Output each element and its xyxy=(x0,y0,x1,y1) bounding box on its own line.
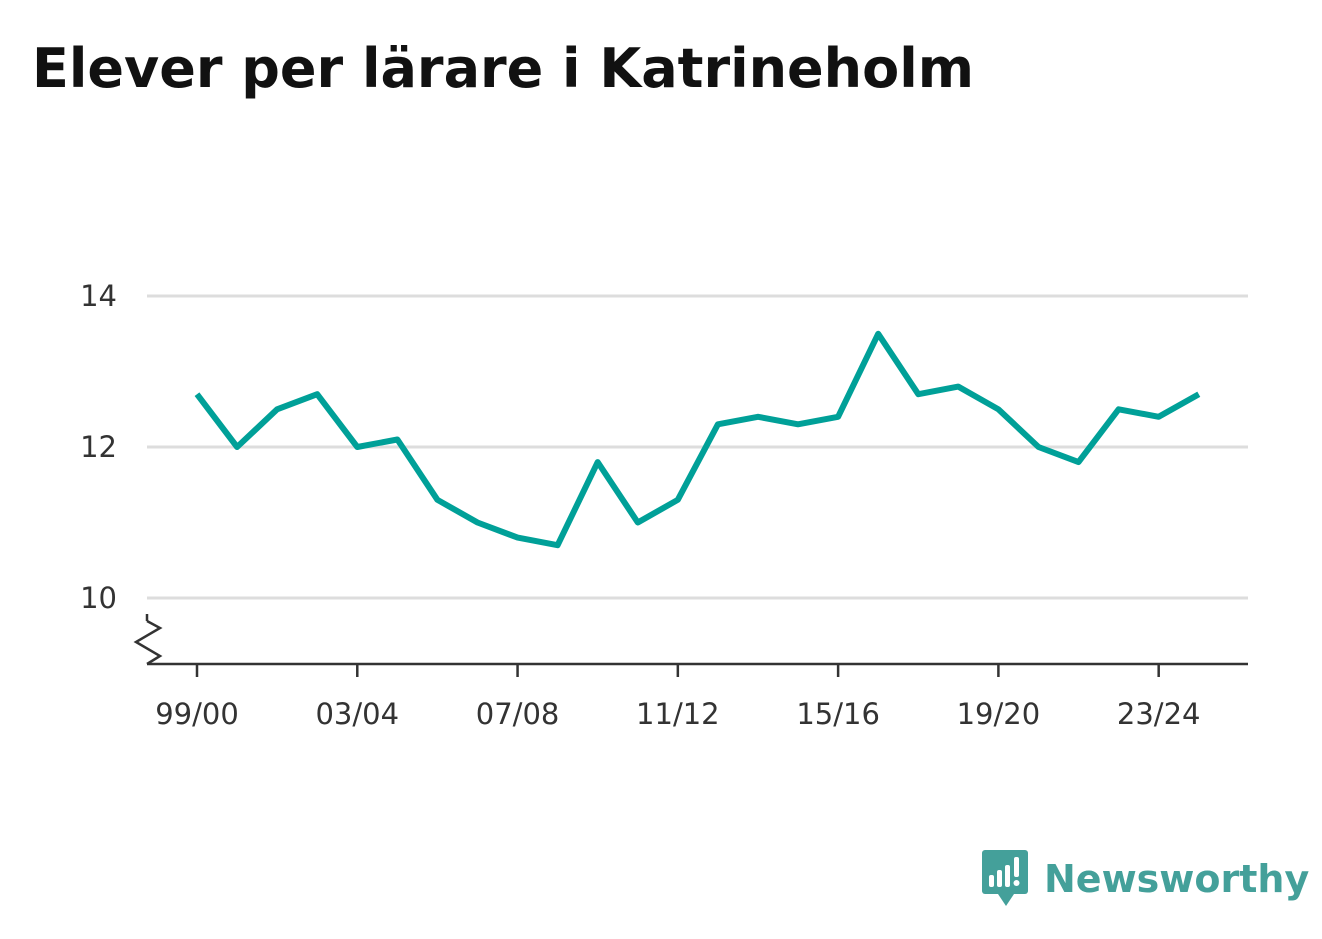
data-point xyxy=(194,391,200,397)
data-point xyxy=(1076,459,1082,465)
y-tick-label: 14 xyxy=(80,279,117,313)
data-point xyxy=(995,406,1001,412)
x-tick-label: 99/00 xyxy=(155,697,239,731)
data-point xyxy=(234,444,240,450)
series-line-0 xyxy=(194,330,1201,549)
newsworthy-logo-icon xyxy=(982,850,1028,906)
gridlines xyxy=(147,294,1248,600)
x-tick-label: 23/24 xyxy=(1117,697,1201,731)
data-point xyxy=(755,414,761,420)
x-tick-label: 19/20 xyxy=(957,697,1041,731)
data-point xyxy=(715,421,721,427)
series-layer xyxy=(194,330,1202,549)
data-point xyxy=(274,406,280,412)
data-point xyxy=(314,391,320,397)
x-tick-label: 11/12 xyxy=(636,697,720,731)
x-axis-ticks: 99/00 03/04 07/08 11/12 15/16 19/20 23/24 xyxy=(155,664,1200,731)
data-point xyxy=(635,520,641,526)
data-point xyxy=(1116,406,1122,412)
data-point xyxy=(595,459,601,465)
data-point xyxy=(515,535,521,541)
brand-name: Newsworthy xyxy=(1044,857,1310,901)
x-tick-label: 03/04 xyxy=(315,697,399,731)
data-point xyxy=(915,391,921,397)
data-point xyxy=(675,497,681,503)
x-tick-label: 07/08 xyxy=(476,697,560,731)
data-point xyxy=(1036,444,1042,450)
data-point xyxy=(795,421,801,427)
brand-logo: Newsworthy xyxy=(980,848,1309,910)
x-tick-label: 15/16 xyxy=(796,697,880,731)
data-point xyxy=(1156,414,1162,420)
axis-break-icon xyxy=(133,619,163,666)
data-point xyxy=(555,542,561,548)
data-point xyxy=(394,437,400,443)
data-point xyxy=(835,414,841,420)
data-point xyxy=(1196,391,1202,397)
y-axis-ticks: 10 12 14 xyxy=(80,279,117,615)
x-axis xyxy=(133,614,1248,666)
y-tick-label: 10 xyxy=(80,581,117,615)
data-point xyxy=(354,444,360,450)
y-tick-label: 12 xyxy=(80,430,117,464)
data-point xyxy=(875,331,881,337)
chart-title: Elever per lärare i Katrineholm xyxy=(32,37,974,100)
data-point xyxy=(955,384,961,390)
data-point xyxy=(475,520,481,526)
data-point xyxy=(434,497,440,503)
